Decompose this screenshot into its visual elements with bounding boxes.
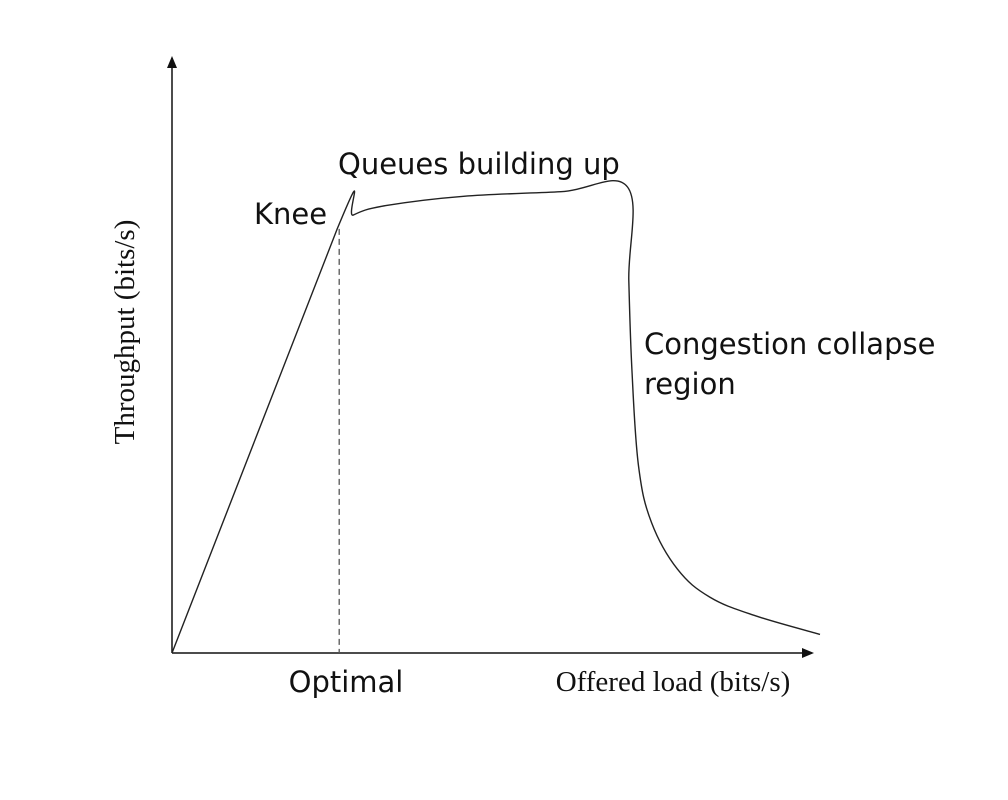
annotation-queues: Queues building up [338, 147, 620, 181]
y-axis-label: Throughput (bits/s) [109, 220, 141, 445]
throughput-curve [171, 180, 821, 654]
annotation-collapse-line1: Congestion collapse [644, 327, 935, 361]
annotation-knee: Knee [254, 197, 327, 231]
annotation-collapse-line2: region [644, 367, 736, 401]
x-axis-label: Offered load (bits/s) [556, 666, 791, 698]
x-tick-label-optimal: Optimal [289, 665, 404, 699]
